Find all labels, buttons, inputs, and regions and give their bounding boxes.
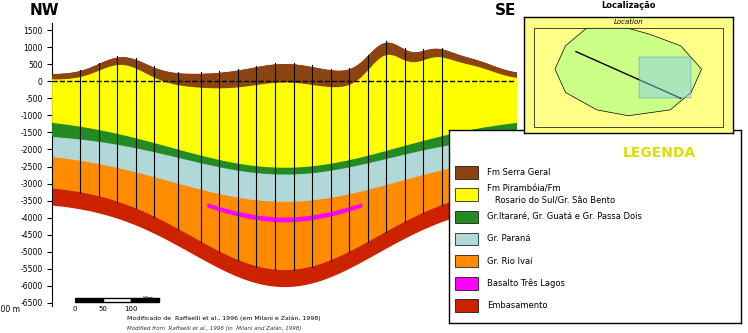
Bar — [639, 58, 691, 98]
Text: Km: Km — [142, 296, 153, 302]
Text: SE: SE — [494, 3, 516, 18]
Text: LEGENDA: LEGENDA — [622, 146, 696, 160]
FancyBboxPatch shape — [455, 255, 478, 267]
Text: Modificado de  Raffaelli et al., 1996 (em Milani e Zalán, 1998): Modificado de Raffaelli et al., 1996 (em… — [127, 315, 321, 321]
FancyBboxPatch shape — [455, 210, 478, 223]
Text: Modified from  Raffaelli et al., 1996 (in  Milani and Zalán, 1998): Modified from Raffaelli et al., 1996 (in… — [127, 325, 301, 331]
Bar — [102, 298, 131, 302]
Text: Embasamento: Embasamento — [487, 301, 548, 310]
Bar — [75, 298, 102, 302]
Text: Localização: Localização — [601, 1, 655, 10]
Text: 50: 50 — [99, 306, 107, 312]
FancyBboxPatch shape — [455, 277, 478, 290]
Text: Basalto Três Lagos: Basalto Três Lagos — [487, 279, 565, 288]
Text: -6500 m: -6500 m — [0, 305, 20, 314]
Text: NW: NW — [29, 3, 59, 18]
Text: Gr.Itararé, Gr. Guatá e Gr. Passa Dois: Gr.Itararé, Gr. Guatá e Gr. Passa Dois — [487, 212, 642, 221]
Bar — [534, 28, 723, 128]
Text: Fm Pirambóia/Fm
   Rosario do Sul/Gr. São Bento: Fm Pirambóia/Fm Rosario do Sul/Gr. São B… — [487, 185, 615, 204]
Text: 0: 0 — [73, 306, 77, 312]
FancyBboxPatch shape — [455, 233, 478, 245]
FancyBboxPatch shape — [455, 188, 478, 201]
Polygon shape — [555, 28, 702, 116]
Text: Gr. Paraná: Gr. Paraná — [487, 234, 530, 243]
Text: Gr. Rio Ivaí: Gr. Rio Ivaí — [487, 257, 533, 266]
FancyBboxPatch shape — [455, 166, 478, 178]
Text: 100: 100 — [124, 306, 138, 312]
FancyBboxPatch shape — [455, 299, 478, 312]
Text: Fm Serra Geral: Fm Serra Geral — [487, 168, 551, 177]
Text: Location: Location — [613, 19, 643, 25]
Bar — [131, 298, 159, 302]
